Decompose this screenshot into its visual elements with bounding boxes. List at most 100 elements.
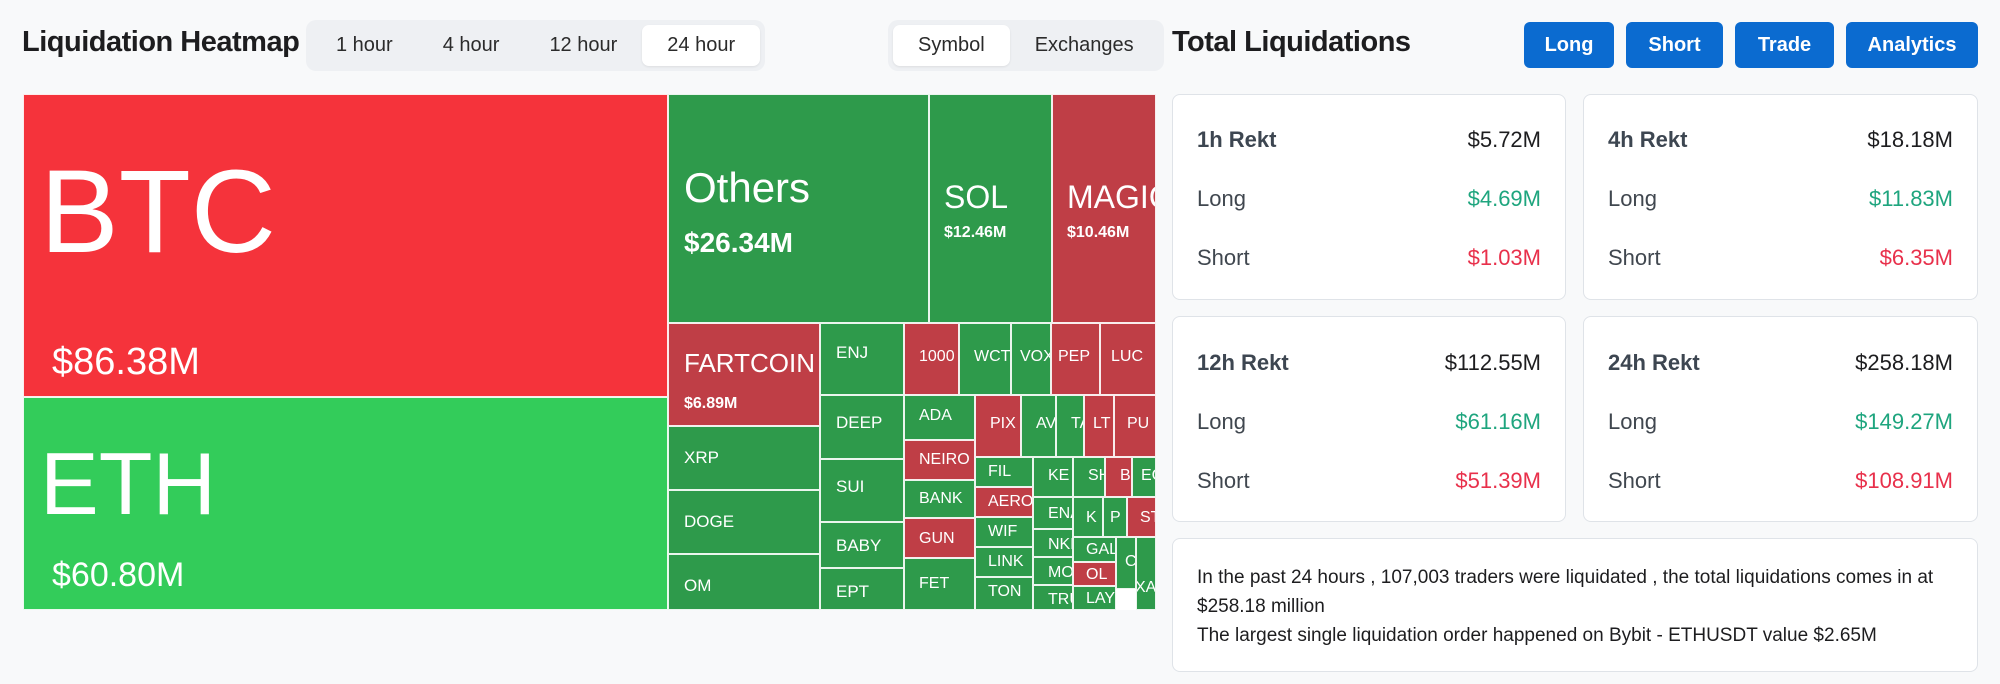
tile-symbol: LAY [1086, 590, 1116, 607]
short-value: $108.91M [1855, 468, 1953, 493]
card-total: $112.55M [1444, 350, 1541, 375]
card-label: 1h Rekt [1197, 127, 1277, 152]
tile-bank[interactable]: BANK [904, 480, 975, 518]
card-total: $18.18M [1867, 127, 1953, 152]
tile-fartcoin[interactable]: FARTCOIN $6.89M [668, 323, 820, 426]
tile-br[interactable]: BR [1105, 457, 1132, 497]
tile-vox[interactable]: VOX [1011, 323, 1051, 395]
tile-magic[interactable]: MAGIC $10.46M [1052, 94, 1156, 323]
tile-p[interactable]: P [1103, 497, 1127, 537]
view-tabs: Symbol Exchanges [888, 20, 1164, 71]
tile-symbol: GAL [1086, 541, 1116, 558]
total-liquidations-title: Total Liquidations [1172, 26, 1411, 58]
tile-symbol: TON [988, 583, 1022, 600]
tile-gal[interactable]: GAL [1073, 537, 1116, 562]
tab-1-hour[interactable]: 1 hour [336, 34, 393, 56]
tile-luc[interactable]: LUC [1100, 323, 1156, 395]
tile-gun[interactable]: GUN [904, 518, 975, 558]
time-range-tabs: 1 hour 4 hour 12 hour 24 hour [306, 20, 766, 71]
tile-others[interactable]: Others $26.34M [668, 94, 929, 323]
tile-eth[interactable]: ETH $60.80M [23, 397, 668, 610]
tile-fil[interactable]: FIL [975, 457, 1033, 487]
tile-wct[interactable]: WCT [959, 323, 1011, 395]
rekt-card-1h: 1h Rekt $5.72M Long $4.69M Short $1.03M [1172, 94, 1566, 300]
tile-xai[interactable]: XAI [1136, 537, 1156, 610]
tile-symbol: XAI [1136, 579, 1156, 596]
tile-ta[interactable]: TA [1056, 395, 1084, 457]
tile-symbol: ETH [40, 434, 216, 533]
tile-lay[interactable]: LAY [1073, 586, 1116, 610]
tile-pep[interactable]: PEP [1051, 323, 1100, 395]
tile-sol[interactable]: SOL $12.46M [929, 94, 1052, 323]
short-label: Short [1197, 468, 1250, 493]
tile-pix[interactable]: PIX [975, 395, 1021, 457]
tile-neiro[interactable]: NEIRO [904, 440, 975, 480]
tile-ton[interactable]: TON [975, 577, 1033, 610]
tile-baby[interactable]: BABY [820, 522, 904, 568]
analytics-button[interactable]: Analytics [1846, 22, 1978, 68]
tile-fet[interactable]: FET [904, 558, 975, 610]
tile-symbol: C [1125, 553, 1136, 570]
tile-wif[interactable]: WIF [975, 517, 1033, 547]
tile-sh[interactable]: SH [1073, 457, 1105, 497]
tile-av[interactable]: AV [1021, 395, 1056, 457]
tab-24-hour[interactable]: 24 hour [642, 25, 761, 66]
card-label: 4h Rekt [1608, 127, 1688, 152]
tile-st[interactable]: ST [1127, 497, 1156, 537]
tile-pu[interactable]: PU [1114, 395, 1156, 457]
tile-k[interactable]: K [1073, 497, 1103, 537]
tile-om[interactable]: OM [668, 554, 820, 610]
short-label: Short [1197, 245, 1250, 270]
long-button[interactable]: Long [1524, 22, 1614, 68]
tile-c[interactable]: C [1116, 537, 1136, 589]
tab-12-hour[interactable]: 12 hour [549, 34, 618, 56]
tile-symbol: K [1086, 509, 1097, 526]
tile-symbol: GUN [919, 530, 955, 547]
tile-symbol: BABY [836, 536, 882, 555]
rekt-card-12h: 12h Rekt $112.55M Long $61.16M Short $51.39… [1172, 316, 1566, 522]
tile-nkn[interactable]: NKN [1033, 529, 1073, 557]
tab-exchanges[interactable]: Exchanges [1034, 34, 1134, 56]
tile-deep[interactable]: DEEP [820, 395, 904, 459]
tile-ol[interactable]: OL [1073, 562, 1116, 586]
tile-symbol: SH [1088, 467, 1104, 484]
rekt-card-24h: 24h Rekt $258.18M Long $149.27M Short $108.… [1583, 316, 1978, 522]
short-value: $1.03M [1467, 245, 1541, 270]
tile-symbol: AERO [988, 493, 1033, 510]
tile-ept[interactable]: EPT [820, 568, 904, 610]
liquidation-treemap: BTC $86.38M ETH $60.80M Others $26.34M SOL $12.… [23, 94, 1156, 610]
tile-tru[interactable]: TRU [1033, 585, 1073, 610]
tile-mo[interactable]: MO [1033, 557, 1073, 585]
tile-ada[interactable]: ADA [904, 395, 975, 440]
tile-doge[interactable]: DOGE [668, 490, 820, 554]
tile-sui[interactable]: SUI [820, 459, 904, 522]
tile-ec[interactable]: EC [1132, 457, 1156, 497]
short-button[interactable]: Short [1626, 22, 1723, 68]
tile-1000[interactable]: 1000 [904, 323, 959, 395]
long-label: Long [1197, 409, 1246, 434]
liquidation-summary: In the past 24 hours , 107,003 traders w… [1172, 538, 1978, 672]
tile-link[interactable]: LINK [975, 547, 1033, 577]
tab-4-hour[interactable]: 4 hour [442, 34, 500, 56]
tile-symbol: LT [1093, 415, 1111, 432]
tile-symbol: Others [684, 164, 811, 211]
tile-value: $10.46M [1067, 224, 1130, 241]
tile-symbol: BTC [40, 146, 276, 278]
tile-ena[interactable]: ENA [1033, 497, 1073, 529]
rekt-card-4h: 4h Rekt $18.18M Long $11.83M Short $6.35M [1583, 94, 1978, 300]
tile-symbol: NKN [1048, 536, 1072, 553]
tile-symbol: OM [684, 576, 712, 595]
tile-symbol: NEIRO [919, 451, 970, 468]
tile-aero[interactable]: AERO [975, 487, 1033, 517]
trade-button[interactable]: Trade [1735, 22, 1834, 68]
tile-lt[interactable]: LT [1084, 395, 1114, 457]
tile-symbol: DEEP [836, 413, 883, 432]
tab-symbol[interactable]: Symbol [893, 25, 1010, 66]
card-label: 12h Rekt [1197, 350, 1289, 375]
tile-enj[interactable]: ENJ [820, 323, 904, 395]
tile-ke[interactable]: KE [1033, 457, 1073, 497]
tile-btc[interactable]: BTC $86.38M [23, 94, 668, 397]
tile-symbol: SUI [836, 477, 865, 496]
tile-xrp[interactable]: XRP [668, 426, 820, 490]
tile-symbol: OL [1086, 566, 1108, 583]
